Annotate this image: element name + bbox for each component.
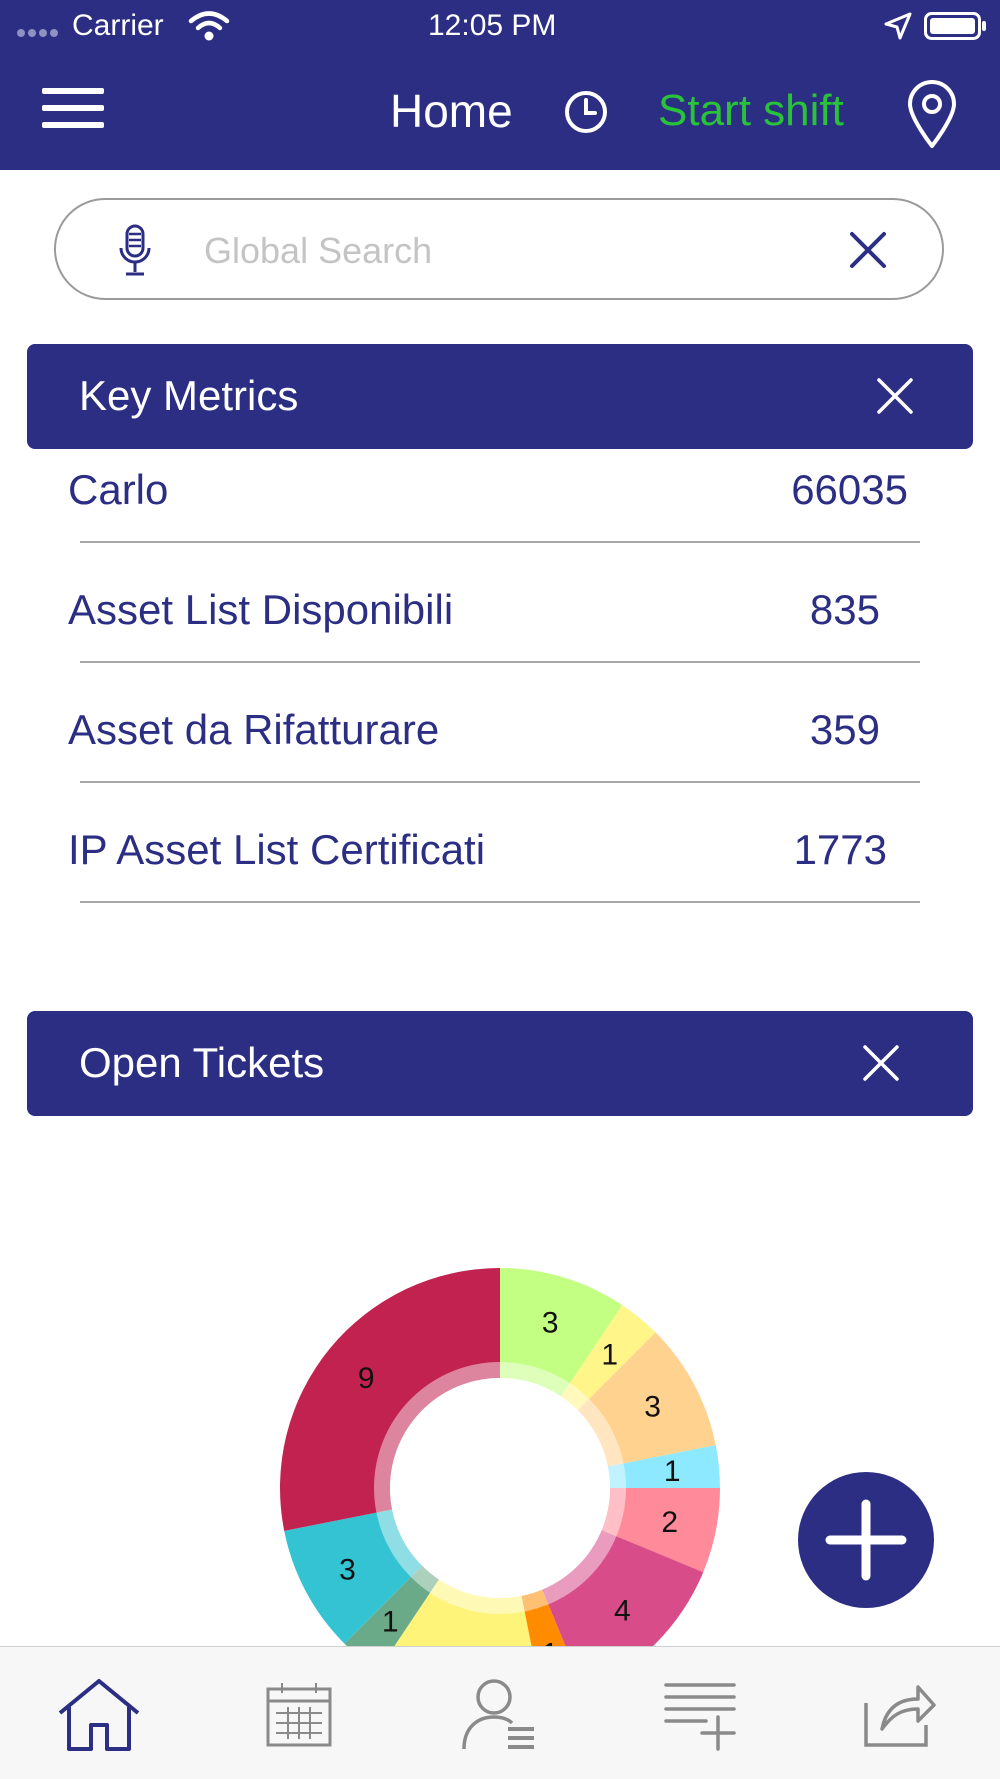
tab-add-list[interactable] — [600, 1647, 800, 1779]
page-title: Home — [390, 85, 513, 137]
close-open-tickets-button[interactable] — [861, 1043, 901, 1083]
close-icon — [863, 1045, 899, 1081]
metric-label: Asset da Rifatturare — [68, 706, 440, 753]
location-pin-icon — [908, 80, 956, 148]
tab-home[interactable] — [0, 1647, 200, 1779]
donut-hole — [390, 1378, 610, 1598]
metric-row[interactable]: Asset da Rifatturare 359 — [0, 686, 1000, 806]
donut-slice[interactable] — [601, 1488, 720, 1573]
microphone-icon[interactable] — [118, 224, 152, 283]
location-button[interactable] — [904, 80, 960, 150]
clear-search-button[interactable] — [846, 228, 890, 272]
slice-value-label: 1 — [542, 1638, 559, 1646]
row-divider — [80, 901, 920, 903]
metric-value: 359 — [809, 706, 880, 753]
close-key-metrics-button[interactable] — [875, 376, 915, 416]
metric-value: 1773 — [793, 826, 887, 873]
bottom-tab-bar — [0, 1646, 1000, 1779]
donut-slice[interactable] — [577, 1332, 716, 1467]
global-search-bar[interactable] — [54, 198, 944, 300]
slice-value-label: 2 — [661, 1506, 678, 1539]
metric-value: 835 — [809, 586, 880, 633]
user-list-icon — [462, 1679, 534, 1750]
metric-label: Asset List Disponibili — [68, 586, 454, 633]
open-tickets-title: Open Tickets — [79, 1039, 325, 1086]
add-button[interactable] — [798, 1472, 934, 1608]
calendar-icon — [266, 1683, 332, 1747]
donut-slice[interactable] — [542, 1530, 704, 1646]
list-add-icon — [664, 1683, 736, 1751]
row-divider — [80, 661, 920, 663]
metric-label: IP Asset List Certificati — [68, 826, 486, 873]
metric-label: Carlo — [68, 466, 169, 513]
metric-value: 66035 — [791, 466, 908, 513]
donut-slice[interactable] — [521, 1589, 584, 1646]
hamburger-menu-icon — [42, 88, 104, 128]
slice-value-label: 1 — [382, 1606, 399, 1639]
search-input[interactable] — [202, 222, 846, 280]
row-divider — [80, 541, 920, 543]
menu-button[interactable] — [40, 84, 110, 140]
share-icon — [864, 1685, 936, 1747]
donut-slice[interactable] — [500, 1268, 623, 1397]
carrier-label: Carrier — [72, 9, 164, 42]
status-time: 12:05 PM — [428, 9, 557, 42]
slice-value-label: 4 — [614, 1594, 631, 1627]
home-icon — [58, 1679, 140, 1751]
slice-value-label: 3 — [339, 1554, 356, 1587]
start-shift-button[interactable]: Start shift — [658, 86, 844, 135]
history-button[interactable] — [562, 88, 610, 136]
tab-calendar[interactable] — [200, 1647, 400, 1779]
metric-row[interactable]: Carlo 66035 — [0, 446, 1000, 566]
donut-slice[interactable] — [280, 1268, 500, 1531]
open-tickets-donut-chart[interactable]: 31312414139 — [0, 1240, 1000, 1646]
metric-row[interactable]: Asset List Disponibili 835 — [0, 566, 1000, 686]
plus-icon — [825, 1499, 907, 1581]
donut-slice[interactable] — [344, 1565, 439, 1646]
slice-value-label: 3 — [644, 1390, 661, 1423]
open-tickets-header: Open Tickets — [27, 1011, 973, 1116]
donut-slice[interactable] — [561, 1305, 656, 1411]
donut-inner-ring — [374, 1362, 626, 1614]
slice-value-label: 3 — [542, 1306, 559, 1339]
close-icon — [877, 378, 913, 414]
clock-icon — [565, 91, 607, 133]
location-arrow-icon — [884, 12, 912, 45]
metric-row[interactable]: IP Asset List Certificati 1773 — [0, 806, 1000, 926]
tab-contacts[interactable] — [400, 1647, 600, 1779]
slice-value-label: 4 — [458, 1642, 475, 1646]
close-icon — [850, 232, 886, 268]
key-metrics-header: Key Metrics — [27, 344, 973, 449]
donut-slice[interactable] — [284, 1509, 423, 1644]
top-bar: Carrier 12:05 PM Home Start shift — [0, 0, 1000, 170]
battery-icon — [924, 12, 988, 45]
slice-value-label: 1 — [664, 1455, 681, 1488]
tab-share[interactable] — [800, 1647, 1000, 1779]
key-metrics-title: Key Metrics — [79, 372, 299, 419]
donut-slice[interactable] — [607, 1445, 720, 1488]
slice-value-label: 9 — [358, 1362, 375, 1395]
slice-value-label: 1 — [601, 1338, 618, 1371]
row-divider — [80, 781, 920, 783]
wifi-icon — [188, 10, 230, 47]
signal-dots-icon — [16, 24, 62, 43]
donut-slice[interactable] — [378, 1579, 543, 1646]
